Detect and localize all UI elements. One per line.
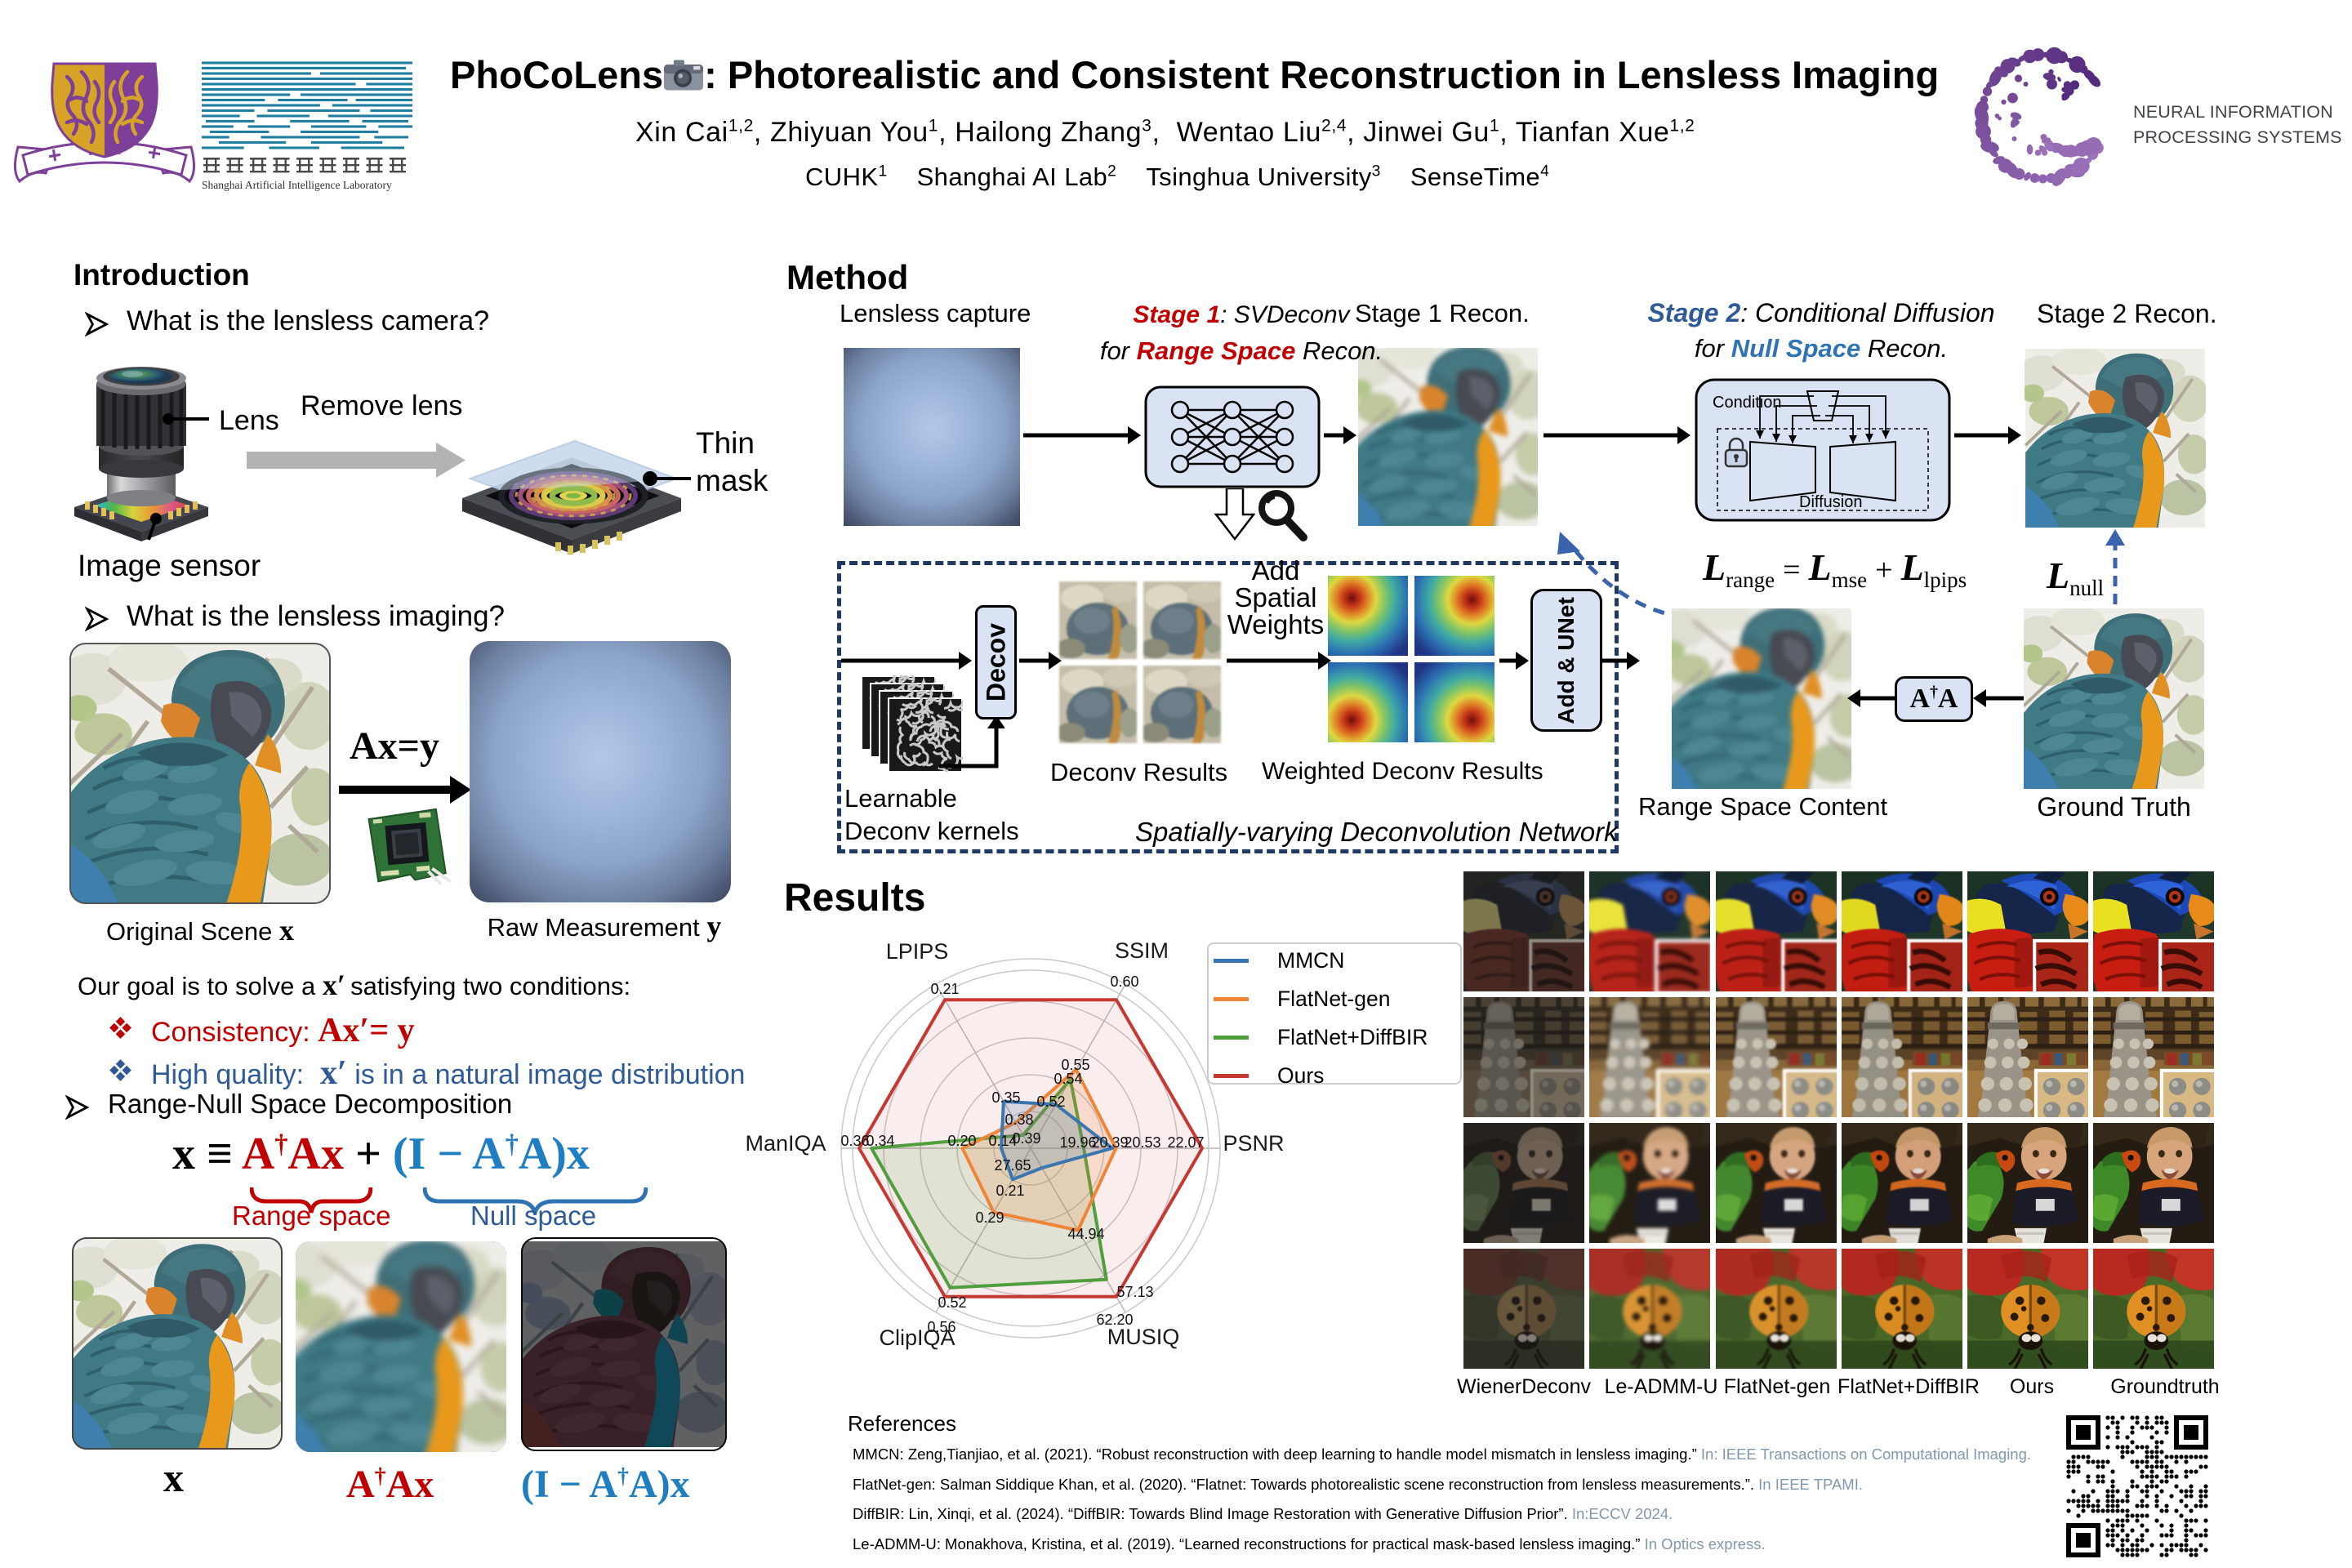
- svg-text:Diffusion: Diffusion: [1799, 493, 1862, 511]
- svg-text:Condition: Condition: [1713, 394, 1782, 412]
